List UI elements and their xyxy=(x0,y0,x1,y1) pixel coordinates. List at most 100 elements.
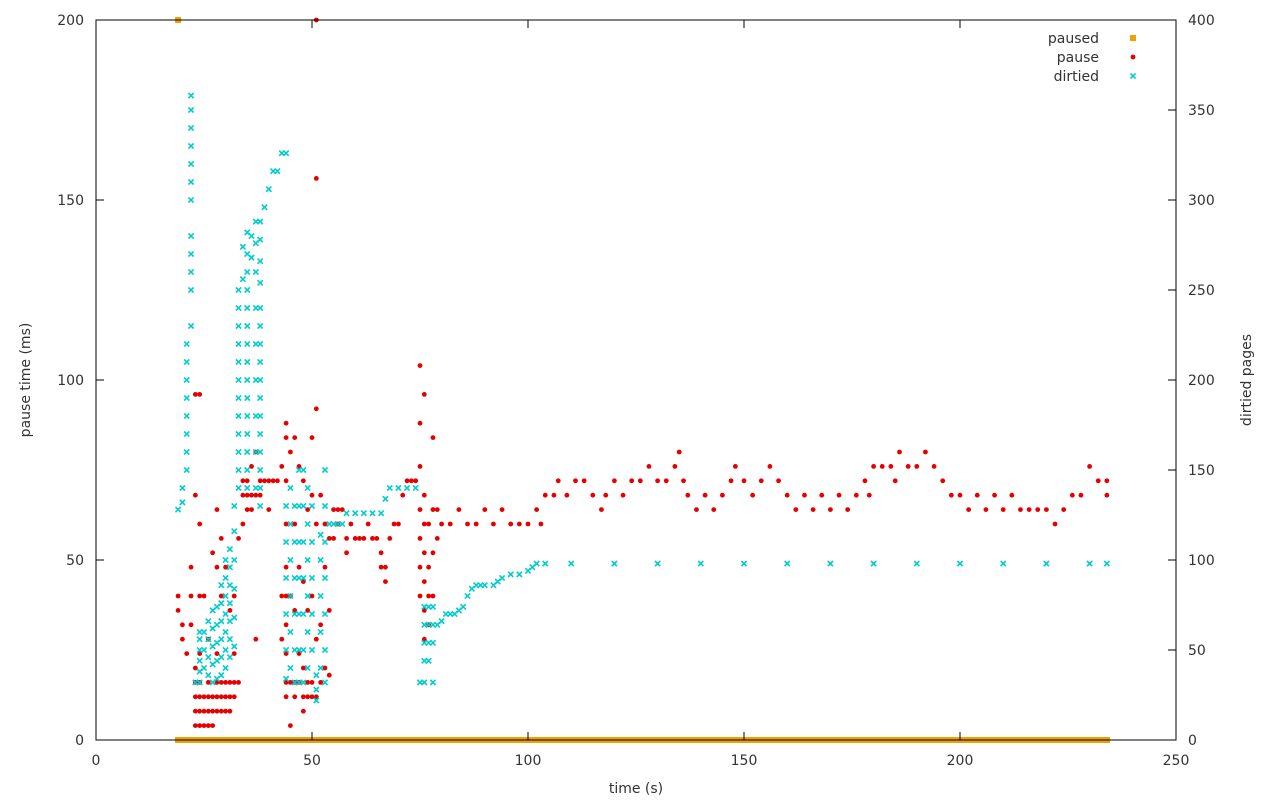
dirtied-point xyxy=(256,412,264,420)
pause-point xyxy=(192,708,198,714)
dirtied-point xyxy=(1000,560,1007,567)
dirtied-point xyxy=(282,646,290,654)
pause-point xyxy=(542,492,548,498)
dirtied-point xyxy=(179,499,186,506)
pause-point xyxy=(620,492,626,498)
pause-point xyxy=(905,464,911,469)
dirtied-point xyxy=(244,430,251,438)
pause-point xyxy=(300,694,306,700)
pause-point xyxy=(231,694,237,700)
dirtied-point xyxy=(235,304,242,312)
dirtied-point xyxy=(244,412,251,420)
dirtied-point xyxy=(300,679,307,686)
dirtied-point xyxy=(282,502,290,510)
pause-point xyxy=(344,536,349,541)
pause-point xyxy=(434,536,440,541)
dirtied-point xyxy=(183,376,190,384)
dirtied-point xyxy=(321,574,329,582)
pause-point xyxy=(201,593,207,599)
pause-point xyxy=(374,536,380,541)
dirtied-point xyxy=(256,448,264,456)
dirtied-point xyxy=(183,448,190,456)
pause-point xyxy=(210,694,216,700)
pause-point xyxy=(711,507,717,512)
pause-point xyxy=(249,507,254,512)
dirtied-point xyxy=(222,610,229,618)
dirtied-point xyxy=(352,510,359,517)
dirtied-point xyxy=(183,430,190,438)
pause-point xyxy=(720,492,725,498)
dirtied-point xyxy=(308,574,316,582)
pause-point xyxy=(288,449,293,455)
pause-point xyxy=(681,478,686,484)
pause-point xyxy=(421,392,427,397)
pause-point xyxy=(249,464,254,469)
dirtied-point xyxy=(317,664,324,672)
pause-point xyxy=(288,680,293,685)
dirtied-point xyxy=(460,603,467,610)
dirtied-point xyxy=(300,466,307,474)
pause-point xyxy=(676,449,682,455)
pause-point xyxy=(383,564,388,570)
dirtied-point xyxy=(507,571,514,578)
pause-point xyxy=(292,521,298,527)
pause-point xyxy=(227,680,233,685)
pause-point xyxy=(283,651,289,656)
pause-point xyxy=(465,521,470,527)
pause-point xyxy=(231,651,237,656)
pause-point xyxy=(279,464,285,469)
pause-point xyxy=(210,708,216,714)
pause-point xyxy=(862,478,868,484)
pause-point xyxy=(828,507,833,512)
dirtied-point xyxy=(226,654,234,661)
dirtied-point xyxy=(287,664,294,672)
y-axis-right: 0 50 100 150 200 250 300 350 400 xyxy=(1168,13,1215,749)
dirtied-point xyxy=(300,574,307,582)
dirtied-point xyxy=(187,286,195,294)
pause-point xyxy=(205,694,211,700)
pause-point xyxy=(262,478,267,484)
dirtied-point xyxy=(308,646,316,654)
pause-point xyxy=(309,593,315,599)
dirtied-point xyxy=(222,574,229,582)
pause-point xyxy=(175,593,181,599)
pause-point xyxy=(214,680,220,685)
pause-point xyxy=(430,550,436,556)
pause-point xyxy=(914,464,920,469)
dirtied-point xyxy=(425,657,432,664)
pause-point xyxy=(897,449,902,455)
legend-label-pause: pause xyxy=(1057,50,1099,66)
pause-point xyxy=(313,521,319,527)
dirtied-point xyxy=(187,178,195,186)
pause-point xyxy=(201,694,207,700)
dirtied-point xyxy=(308,610,316,618)
dirtied-point xyxy=(187,142,195,150)
pause-point xyxy=(456,507,462,512)
pause-point xyxy=(1044,507,1049,512)
pause-point xyxy=(279,636,285,642)
dirtied-point xyxy=(256,304,264,312)
pause-point xyxy=(192,723,198,728)
dirtied-point xyxy=(244,376,251,384)
pause-point xyxy=(205,680,211,685)
pause-point xyxy=(940,478,946,484)
pause-point xyxy=(383,579,388,584)
pause-point xyxy=(974,492,980,498)
pause-point xyxy=(1104,478,1110,484)
dirtied-point xyxy=(429,603,437,610)
pause-point xyxy=(1035,507,1041,512)
dirtied-point xyxy=(256,394,264,402)
dirtied-point xyxy=(516,571,523,578)
y-tick-label: 100 xyxy=(57,373,84,389)
pause-point xyxy=(244,478,250,484)
pause-point xyxy=(564,492,570,498)
dirtied-point xyxy=(568,560,575,567)
pause-point xyxy=(396,521,401,527)
pause-point xyxy=(491,521,496,527)
dirtied-point xyxy=(235,448,242,456)
dirtied-point xyxy=(421,679,428,686)
dirtied-point xyxy=(533,560,540,567)
pause-point xyxy=(758,478,764,484)
pause-point xyxy=(240,521,246,527)
pause-point xyxy=(767,464,773,469)
